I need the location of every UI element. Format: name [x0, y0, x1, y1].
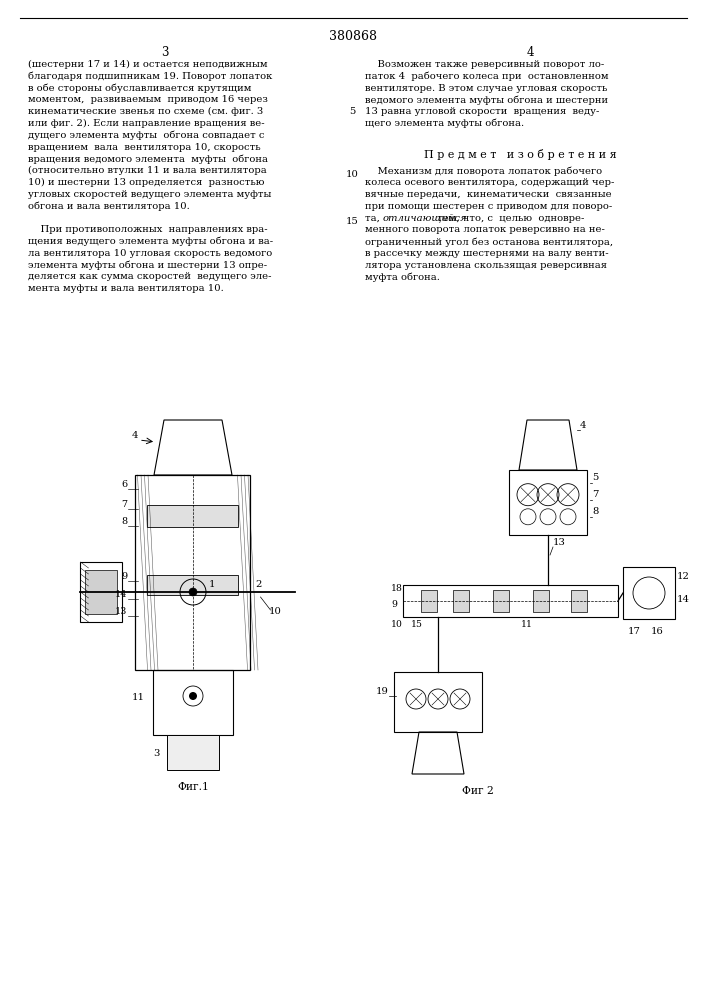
- Text: 16: 16: [651, 627, 664, 636]
- Text: вращением  вала  вентилятора 10, скорость: вращением вала вентилятора 10, скорость: [28, 143, 261, 152]
- Text: 13 равна угловой скорости  вращения  веду-: 13 равна угловой скорости вращения веду-: [365, 107, 600, 116]
- Text: 5: 5: [349, 107, 355, 116]
- Text: или фиг. 2). Если направление вращения ве-: или фиг. 2). Если направление вращения в…: [28, 119, 264, 128]
- Text: муфта обгона.: муфта обгона.: [365, 273, 440, 282]
- Text: паток 4  рабочего колеса при  остановленном: паток 4 рабочего колеса при остановленно…: [365, 72, 609, 81]
- Bar: [509, 470, 587, 535]
- Bar: [136, 475, 250, 670]
- Bar: [394, 672, 482, 732]
- Text: 18: 18: [391, 584, 403, 593]
- Bar: [421, 590, 437, 612]
- Text: 14: 14: [115, 590, 127, 599]
- Text: При противоположных  направлениях вра-: При противоположных направлениях вра-: [28, 225, 268, 234]
- Text: 380868: 380868: [329, 30, 377, 43]
- Text: колеса осевого вентилятора, содержащий чер-: колеса осевого вентилятора, содержащий ч…: [365, 178, 614, 187]
- Bar: [493, 590, 509, 612]
- Text: ограниченный угол без останова вентилятора,: ограниченный угол без останова вентилято…: [365, 237, 613, 247]
- Text: щего элемента муфты обгона.: щего элемента муфты обгона.: [365, 119, 524, 128]
- Text: мента муфты и вала вентилятора 10.: мента муфты и вала вентилятора 10.: [28, 284, 223, 293]
- Text: 1: 1: [209, 580, 216, 589]
- Text: 14: 14: [677, 595, 690, 604]
- Text: 3: 3: [153, 750, 159, 758]
- Text: 7: 7: [592, 490, 598, 499]
- Text: 15: 15: [411, 620, 423, 629]
- Text: 2: 2: [255, 580, 262, 589]
- Text: 9: 9: [391, 600, 397, 609]
- Text: 19: 19: [376, 687, 389, 696]
- Text: дущего элемента муфты  обгона совпадает с: дущего элемента муфты обгона совпадает с: [28, 131, 264, 140]
- Circle shape: [189, 692, 197, 700]
- Text: 6: 6: [122, 480, 127, 489]
- Text: в обе стороны обуславливается крутящим: в обе стороны обуславливается крутящим: [28, 84, 252, 93]
- Text: щения ведущего элемента муфты обгона и ва-: щения ведущего элемента муфты обгона и в…: [28, 237, 273, 246]
- Text: моментом,  развиваемым  приводом 16 через: моментом, развиваемым приводом 16 через: [28, 95, 268, 104]
- Bar: [81, 562, 122, 622]
- Bar: [148, 505, 238, 527]
- Text: Возможен также реверсивный поворот ло-: Возможен также реверсивный поворот ло-: [365, 60, 604, 69]
- Text: 5: 5: [592, 473, 598, 482]
- Bar: [453, 590, 469, 612]
- Bar: [403, 585, 618, 617]
- Text: в рассечку между шестернями на валу венти-: в рассечку между шестернями на валу вент…: [365, 249, 609, 258]
- Text: 11: 11: [521, 620, 533, 629]
- Text: Механизм для поворота лопаток рабочего: Механизм для поворота лопаток рабочего: [365, 166, 602, 176]
- Text: обгона и вала вентилятора 10.: обгона и вала вентилятора 10.: [28, 202, 189, 211]
- Text: при помощи шестерен с приводом для поворо-: при помощи шестерен с приводом для повор…: [365, 202, 612, 211]
- Text: 8: 8: [592, 507, 598, 516]
- Text: лятора установлена скользящая реверсивная: лятора установлена скользящая реверсивна…: [365, 261, 607, 270]
- Text: благодаря подшипникам 19. Поворот лопаток: благодаря подшипникам 19. Поворот лопато…: [28, 72, 272, 81]
- Text: 12: 12: [677, 572, 690, 581]
- Text: 7: 7: [122, 500, 127, 509]
- Text: 4: 4: [132, 431, 139, 440]
- Text: вентиляторе. В этом случае угловая скорость: вентиляторе. В этом случае угловая скоро…: [365, 84, 607, 93]
- Text: 13: 13: [553, 538, 566, 547]
- Text: та,: та,: [365, 214, 383, 223]
- Text: П р е д м е т   и з о б р е т е н и я: П р е д м е т и з о б р е т е н и я: [423, 149, 617, 160]
- Text: (относительно втулки 11 и вала вентилятора: (относительно втулки 11 и вала вентилято…: [28, 166, 267, 175]
- Text: 15: 15: [346, 217, 358, 226]
- Text: вращения ведомого элемента  муфты  обгона: вращения ведомого элемента муфты обгона: [28, 154, 268, 164]
- Text: деляется как сумма скоростей  ведущего эле-: деляется как сумма скоростей ведущего эл…: [28, 272, 271, 281]
- Text: 3: 3: [161, 46, 169, 59]
- Text: менного поворота лопаток реверсивно на не-: менного поворота лопаток реверсивно на н…: [365, 225, 605, 234]
- Bar: [148, 575, 238, 595]
- Text: Фиг.1: Фиг.1: [177, 782, 209, 792]
- Circle shape: [189, 588, 197, 596]
- Text: 11: 11: [132, 693, 145, 702]
- Text: 10: 10: [346, 170, 358, 179]
- Text: тем, что, с  целью  одновре-: тем, что, с целью одновре-: [434, 214, 585, 223]
- Text: ла вентилятора 10 угловая скорость ведомого: ла вентилятора 10 угловая скорость ведом…: [28, 249, 272, 258]
- Bar: [533, 590, 549, 612]
- Text: угловых скоростей ведущего элемента муфты: угловых скоростей ведущего элемента муфт…: [28, 190, 271, 199]
- Text: 4: 4: [526, 46, 534, 59]
- Bar: [571, 590, 587, 612]
- Text: 10: 10: [391, 620, 403, 629]
- Text: 8: 8: [122, 517, 127, 526]
- Text: (шестерни 17 и 14) и остается неподвижным: (шестерни 17 и 14) и остается неподвижны…: [28, 60, 267, 69]
- Text: 10: 10: [269, 607, 281, 616]
- Text: отличающийся: отличающийся: [382, 214, 467, 223]
- Text: кинематические звенья по схеме (см. фиг. 3: кинематические звенья по схеме (см. фиг.…: [28, 107, 263, 116]
- Bar: [153, 670, 233, 735]
- Bar: [623, 567, 675, 619]
- Text: ведомого элемента муфты обгона и шестерни: ведомого элемента муфты обгона и шестерн…: [365, 95, 608, 105]
- Text: 13: 13: [115, 607, 127, 616]
- Text: элемента муфты обгона и шестерни 13 опре-: элемента муфты обгона и шестерни 13 опре…: [28, 261, 267, 270]
- Text: Фиг 2: Фиг 2: [462, 786, 494, 796]
- Text: 10) и шестерни 13 определяется  разностью: 10) и шестерни 13 определяется разностью: [28, 178, 264, 187]
- Text: 17: 17: [628, 627, 641, 636]
- Text: вячные передачи,  кинематически  связанные: вячные передачи, кинематически связанные: [365, 190, 612, 199]
- Bar: [86, 570, 117, 614]
- Text: 9: 9: [122, 572, 127, 581]
- Text: 4: 4: [580, 421, 587, 430]
- Bar: [167, 735, 219, 770]
